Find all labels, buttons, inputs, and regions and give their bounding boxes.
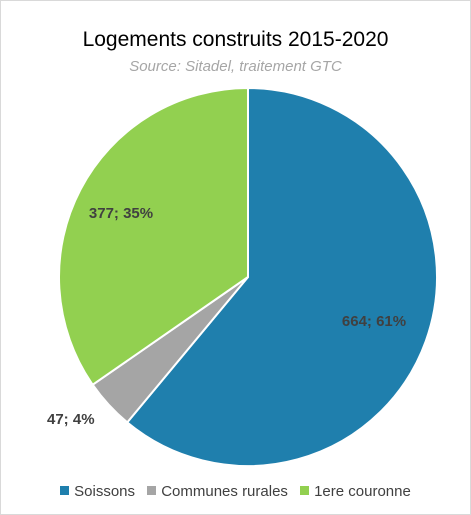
pie-slice-1ere-couronne — [57, 86, 249, 387]
legend-item-communes-rurales: Communes rurales — [147, 483, 288, 500]
legend-swatch-1ere-couronne — [300, 486, 310, 495]
data-label-1ere-couronne: 377; 35% — [89, 205, 153, 222]
legend-label-communes-rurales: Communes rurales — [161, 483, 288, 500]
legend-item-1ere-couronne: 1ere couronne — [300, 483, 411, 500]
legend-label-soissons: Soissons — [74, 483, 136, 500]
pie-slice-soissons — [125, 86, 438, 467]
legend-label-1ere-couronne: 1ere couronne — [314, 483, 411, 500]
chart-title: Logements construits 2015-2020 — [82, 28, 389, 51]
legend-swatch-communes-rurales — [147, 486, 157, 495]
legend-swatch-soissons — [60, 486, 70, 495]
legend-item-soissons: Soissons — [60, 483, 135, 500]
data-label-communes-rurales: 47; 4% — [47, 411, 95, 428]
data-label-soissons: 664; 61% — [342, 313, 406, 330]
chart-legend: Soissons Communes rurales 1ere couronne — [0, 483, 471, 500]
chart-subtitle: Source: Sitadel, traitement GTC — [129, 58, 342, 75]
